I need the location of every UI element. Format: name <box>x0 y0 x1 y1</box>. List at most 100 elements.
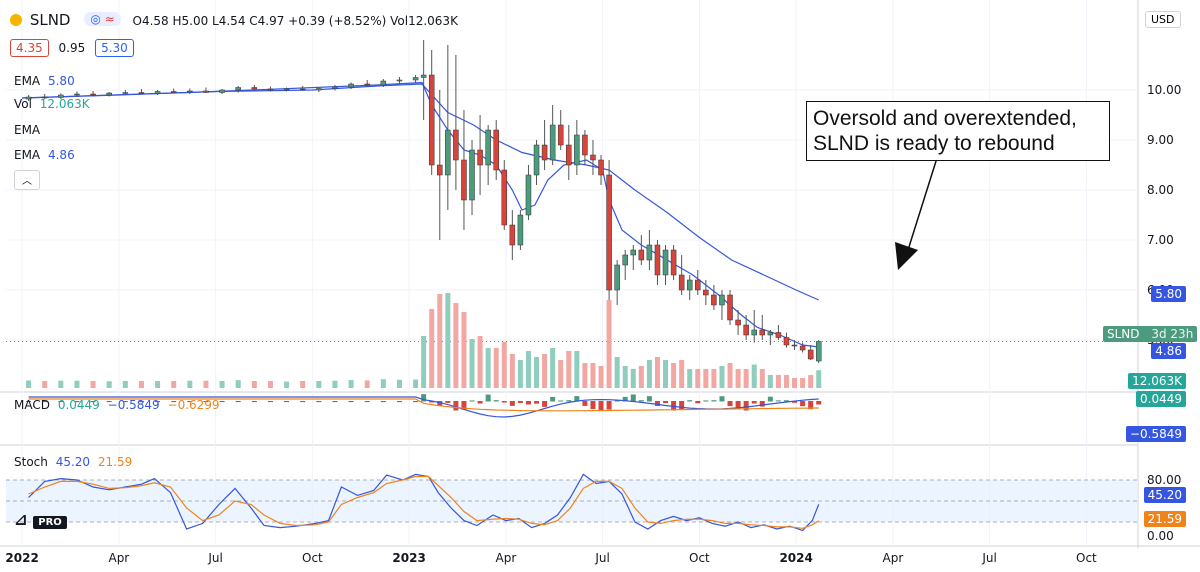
candle-body <box>614 264 620 291</box>
y-tick-label: 7.00 <box>1147 233 1174 247</box>
legend-volume-label[interactable]: Vol <box>14 97 32 111</box>
candle-body <box>807 349 814 360</box>
macd-histogram-bar <box>469 400 475 402</box>
x-tick-label: 2023 <box>392 551 425 565</box>
volume-bar <box>582 363 588 388</box>
wave-icon[interactable]: ≈ <box>104 12 115 26</box>
macd-histogram-bar <box>663 401 669 404</box>
macd-histogram-bar <box>122 401 128 403</box>
x-tick-label: Apr <box>883 551 904 565</box>
volume-bar <box>751 364 757 388</box>
macd-histogram-bar <box>550 396 556 402</box>
stoch-k-line <box>28 473 820 532</box>
candle-body <box>791 344 798 347</box>
tradingview-logo[interactable]: ⊿ PRO <box>14 510 67 529</box>
candle-body <box>695 279 701 291</box>
legend-ema-long-label[interactable]: EMA <box>14 74 41 88</box>
macd-histogram-bar <box>267 401 273 403</box>
volume-bar <box>493 348 499 388</box>
macd-histogram-bar <box>606 401 612 410</box>
macd-histogram-bar <box>26 401 32 403</box>
macd-histogram-bar <box>800 401 806 407</box>
bid-button[interactable]: 4.35 <box>10 39 49 57</box>
macd-histogram-bar <box>695 401 701 404</box>
volume-bar <box>663 360 669 388</box>
compare-buttons[interactable]: ◎ ≈ <box>84 12 121 26</box>
volume-bar <box>767 375 773 388</box>
candle-body <box>251 87 258 90</box>
macd-histogram-bar <box>485 394 491 402</box>
macd-histogram-bar <box>735 401 741 410</box>
x-tick-label: Oct <box>302 551 323 565</box>
volume-bar <box>517 360 523 388</box>
macd-histogram-bar <box>542 401 548 407</box>
legend-ema-short-label[interactable]: EMA <box>14 148 41 162</box>
symbol-name[interactable]: SLND <box>29 11 71 29</box>
macd-histogram-bar <box>509 401 515 406</box>
stoch-k-tag: 45.20 <box>1143 487 1186 503</box>
legend-volume: Vol 12.063K <box>14 97 90 111</box>
legend-ema-mid: EMA <box>14 123 40 137</box>
eye-icon[interactable]: ◎ <box>90 12 101 26</box>
candle-body <box>74 93 80 96</box>
bar-countdown: 3d 23h <box>1151 327 1194 341</box>
macd-histogram-bar <box>654 401 660 407</box>
volume-bar <box>606 300 612 388</box>
macd-histogram-bar <box>582 401 588 406</box>
candle-body <box>662 249 669 276</box>
volume-bar <box>453 303 459 388</box>
candle-body <box>461 159 467 201</box>
stoch-legend-label[interactable]: Stoch <box>14 455 48 469</box>
macd-histogram-bar <box>106 401 112 403</box>
candle-body <box>203 90 209 93</box>
macd-histogram-bar <box>574 396 580 402</box>
volume-bar <box>74 380 80 388</box>
candle-body <box>170 91 177 93</box>
currency-selector[interactable]: USD <box>1145 11 1181 28</box>
symbol-tag-label: SLND <box>1107 327 1140 341</box>
volume-bar <box>122 381 128 388</box>
spread-value: 0.95 <box>58 41 86 55</box>
candle-body <box>549 124 556 161</box>
volume-bar <box>437 294 443 388</box>
macd-histogram-bar <box>58 401 64 403</box>
candle-body <box>283 88 290 91</box>
candle-body <box>138 92 145 94</box>
volume-bar <box>461 312 467 388</box>
volume-bar <box>638 366 644 388</box>
volume-bar <box>671 363 677 388</box>
candle-body <box>106 92 112 96</box>
volume-bar <box>598 366 604 388</box>
macd-histogram-bar <box>477 401 483 404</box>
x-tick-label: Jul <box>207 551 222 565</box>
macd-histogram-bar <box>598 401 604 411</box>
volume-bar <box>735 369 741 388</box>
volume-bar <box>219 381 225 388</box>
macd-histogram-bar <box>251 401 257 403</box>
candle-body <box>58 94 64 98</box>
volume-bar <box>396 379 402 388</box>
legend-ema-mid-label[interactable]: EMA <box>14 123 41 137</box>
candle-body <box>622 254 628 266</box>
macd-histogram-bar <box>90 401 96 403</box>
macd-histogram-bar <box>759 401 765 407</box>
macd-histogram-bar <box>332 401 338 403</box>
macd-legend-label[interactable]: MACD <box>14 398 50 412</box>
candle-body <box>485 129 491 166</box>
legend-ema-long-value: 5.80 <box>47 74 75 88</box>
macd-histogram-bar <box>396 401 402 403</box>
callout-arrow-line <box>907 157 938 251</box>
candle-body <box>815 341 822 362</box>
candle-body <box>775 332 782 338</box>
candle-body <box>299 88 306 91</box>
volume-bar <box>138 381 144 388</box>
candle-body <box>735 319 741 326</box>
candle-body <box>332 86 338 89</box>
volume-bar <box>316 381 322 388</box>
ask-button[interactable]: 5.30 <box>95 39 134 57</box>
candle-body <box>767 332 774 336</box>
collapse-legend-button[interactable]: ︿ <box>14 170 40 190</box>
candle-body <box>751 329 757 336</box>
candle-body <box>420 74 427 78</box>
